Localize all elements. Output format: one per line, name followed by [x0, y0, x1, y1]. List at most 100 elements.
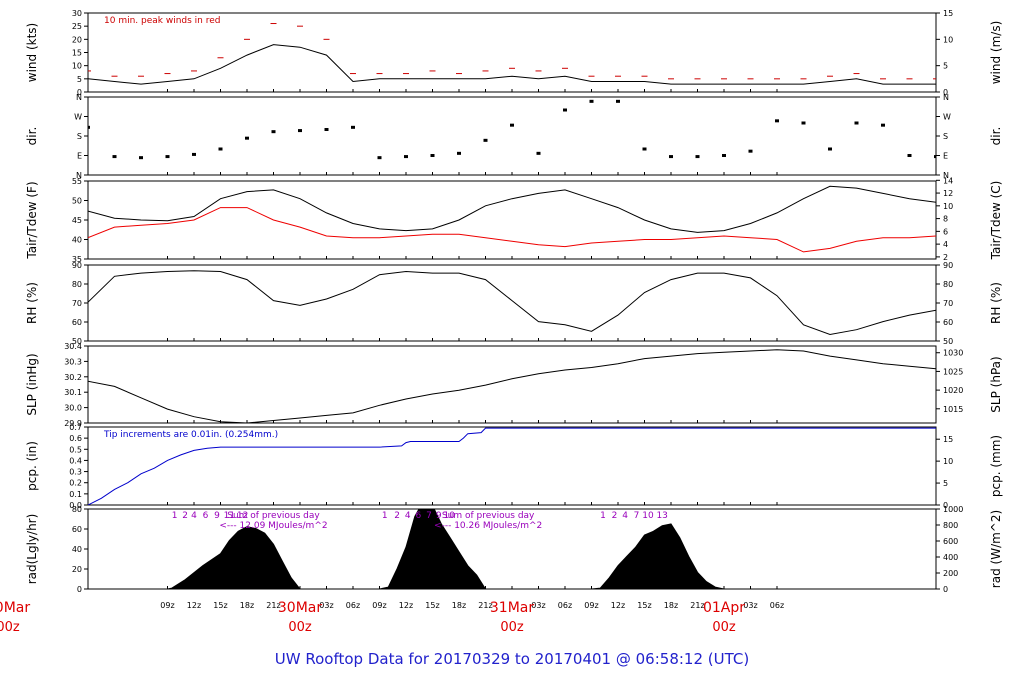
- plot-area: [88, 99, 936, 160]
- sun-hour-mark: 1: [382, 511, 388, 521]
- direction-point: [112, 155, 117, 159]
- series-Tair: [88, 185, 936, 233]
- y-tick-label-right: 200: [943, 569, 958, 578]
- y-tick-label-right: 15: [943, 9, 953, 18]
- hour-tick-label: 06z: [346, 601, 360, 610]
- y-tick-label-right: 1025: [943, 367, 963, 376]
- y-tick-label-right: 10: [943, 202, 953, 211]
- sun-hour-mark: 2: [182, 511, 188, 521]
- direction-point: [907, 154, 912, 157]
- y-axis-label-right: rad (W/m^2): [989, 510, 1003, 588]
- hour-tick-label: 03z: [743, 601, 757, 610]
- y-tick-label-right: 90: [943, 261, 953, 270]
- hour-tick-label: 03z: [531, 601, 545, 610]
- y-axis-label-right: Tair/Tdew (C): [989, 181, 1003, 261]
- hour-tick-label: 06z: [558, 601, 572, 610]
- y-tick-label: 90: [72, 261, 82, 270]
- day-marker-sub: 00z: [712, 620, 736, 635]
- y-tick-label: 80: [72, 505, 82, 514]
- y-tick-label: 0.4: [69, 456, 82, 465]
- y-tick-label-right: 8: [943, 215, 948, 224]
- direction-point: [324, 128, 329, 131]
- direction-point: [881, 123, 885, 127]
- y-tick-label-right: N: [943, 93, 949, 102]
- hour-tick-label: 06z: [770, 601, 784, 610]
- direction-point: [616, 99, 620, 103]
- y-tick-label: E: [77, 152, 82, 161]
- panel-humidity: 50 60 70 80 90 50 60 70 80 90 RH (%) RH (%): [25, 261, 1003, 346]
- hour-tick-label: 21z: [690, 601, 704, 610]
- panel-frame: [87, 345, 937, 424]
- y-axis-label: RH (%): [25, 282, 39, 324]
- y-tick-label: 50: [72, 197, 82, 206]
- y-tick-label-right: 1030: [943, 349, 963, 358]
- y-axis-label-right: dir.: [989, 127, 1003, 146]
- y-tick-label-right: 5: [943, 62, 948, 71]
- y-tick-label: 30.4: [64, 342, 82, 351]
- y-tick-label-right: 70: [943, 299, 953, 308]
- day-marker-sub: 00z: [500, 620, 524, 635]
- y-tick-label: 25: [72, 22, 82, 31]
- direction-point: [88, 125, 90, 129]
- direction-point: [642, 147, 647, 151]
- y-tick-label: 30.2: [64, 373, 82, 382]
- day-marker-sub: 00z: [0, 620, 20, 635]
- day-marker-label: 01Apr: [703, 600, 745, 616]
- panel-pressure: 29.9 30.0 30.1 30.2 30.3 30.4 1015 1020 1025 1030…: [25, 342, 1003, 428]
- direction-point: [563, 108, 567, 112]
- sun-hour-mark: 9: [214, 511, 220, 521]
- series-speed: [88, 44, 936, 85]
- y-tick-label: 0.3: [69, 468, 82, 477]
- hour-tick-label: 12z: [187, 601, 201, 610]
- hour-tick-label: 18z: [452, 601, 466, 610]
- y-tick-label-right: 50: [943, 337, 953, 346]
- y-tick-label-right: 10: [943, 457, 953, 466]
- y-tick-label: 5: [77, 75, 82, 84]
- sun-hour-mark: 7: [634, 511, 640, 521]
- direction-point: [139, 156, 143, 160]
- hour-tick-label: 09z: [584, 601, 598, 610]
- sun-hour-mark: 7: [426, 511, 432, 521]
- sun-hour-mark: 2: [394, 511, 400, 521]
- y-axis-label: SLP (inHg): [25, 353, 39, 415]
- hour-tick-label: 15z: [637, 601, 651, 610]
- y-axis-label: dir.: [25, 127, 39, 146]
- y-tick-label: 20: [72, 565, 82, 574]
- y-axis-label-right: pcp. (mm): [989, 435, 1003, 497]
- y-tick-label: 15: [72, 49, 82, 58]
- hour-tick-label: 21z: [266, 601, 280, 610]
- hour-tick-label: 12z: [399, 601, 413, 610]
- y-tick-label: 0: [77, 88, 82, 97]
- direction-point: [430, 154, 435, 157]
- y-tick-label: N: [76, 171, 82, 180]
- y-tick-label-right: 0: [943, 501, 948, 510]
- y-tick-label-right: E: [943, 152, 948, 161]
- direction-point: [854, 121, 859, 125]
- sun-hour-mark: 6: [415, 511, 421, 521]
- hour-tick-label: 18z: [664, 601, 678, 610]
- sun-hour-mark: 9: [436, 511, 442, 521]
- direction-point: [589, 99, 594, 103]
- sun-hour-mark: 1: [172, 511, 178, 521]
- y-tick-label: 35: [72, 255, 82, 264]
- direction-point: [775, 119, 779, 123]
- sun-hour-mark: 6: [203, 511, 209, 521]
- y-tick-label: 40: [72, 236, 82, 245]
- direction-point: [165, 155, 170, 159]
- direction-point: [801, 121, 806, 125]
- daily-sum-line1: Sum of previous day: [442, 511, 535, 521]
- y-tick-label-right: W: [943, 113, 951, 122]
- y-tick-label-right: 1000: [943, 505, 963, 514]
- y-tick-label-right: 80: [943, 280, 953, 289]
- y-tick-label: 45: [72, 216, 82, 225]
- y-tick-label-right: 0: [943, 88, 948, 97]
- plot-area: [88, 23, 936, 85]
- panel-frame: [87, 180, 937, 260]
- y-tick-label: 30.3: [64, 357, 82, 366]
- y-axis-label-right: SLP (hPa): [989, 356, 1003, 412]
- daily-sum-line2: <--- 10.26 MJoules/m^2: [434, 521, 542, 531]
- hour-tick-label: 09z: [160, 601, 174, 610]
- y-tick-label-right: 2: [943, 253, 948, 262]
